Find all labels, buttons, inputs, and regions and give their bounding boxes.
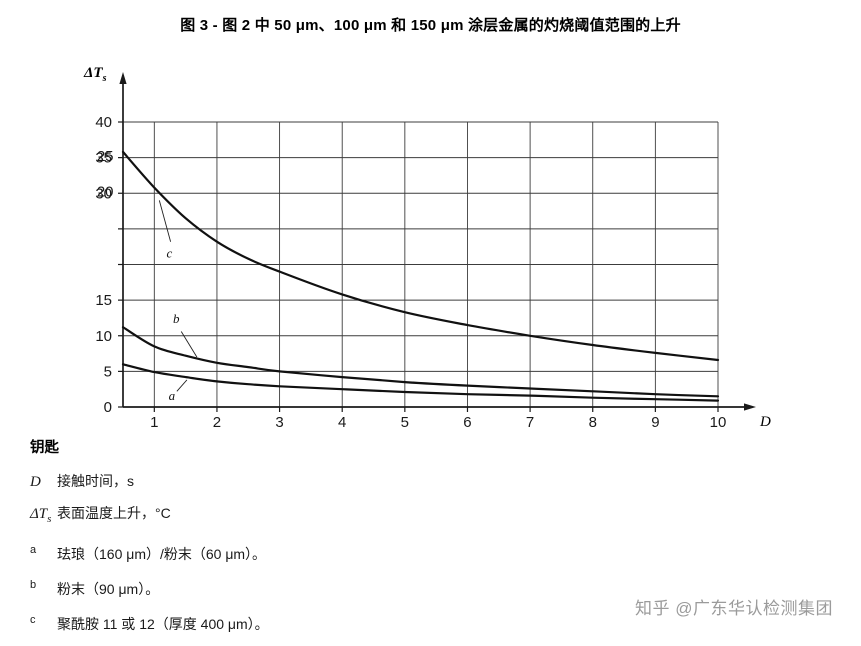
symbol-a: a (30, 544, 37, 556)
x-tick-label: 10 (710, 414, 727, 431)
curve-leader-b (180, 331, 198, 358)
y-tick-label: 35 (95, 150, 112, 167)
x-axis-arrow (744, 403, 756, 411)
key-section: 钥匙 D 接触时间，s ΔTs 表面温度上升，°C a 珐琅（160 μm）/粉末（6… (30, 436, 269, 646)
y-axis-arrow (119, 72, 127, 84)
y-tick-label: 30 (95, 185, 112, 202)
key-item-curve-b: b 粉末（90 μm）。 (30, 576, 269, 598)
y-tick-label-ghost: 25 (97, 148, 114, 165)
x-tick-label: 1 (150, 414, 158, 431)
curve-label-c: c (166, 245, 172, 260)
x-tick-label: 7 (526, 414, 534, 431)
key-item-surface-temp-rise: ΔTs 表面温度上升，°C (30, 504, 269, 528)
curve-label-b: b (173, 311, 180, 326)
curve-c (121, 150, 720, 362)
x-axis-label: D (759, 414, 771, 430)
x-tick-label: 5 (401, 414, 409, 431)
key-item-text: 接触时间，s (57, 473, 134, 489)
symbol-delta-ts: ΔTs (30, 505, 57, 528)
y-tick-label: 5 (104, 363, 112, 380)
key-item-contact-time: D 接触时间，s (30, 472, 269, 491)
symbol-b: b (30, 579, 37, 591)
y-tick-label: 10 (95, 328, 112, 345)
key-heading: 钥匙 (30, 440, 59, 456)
y-axis-label: ΔTs (83, 65, 107, 84)
grid-lines (123, 121, 719, 408)
symbol-sub-s: s (47, 513, 52, 525)
axes (118, 72, 756, 412)
key-item-text: 聚酰胺 11 或 12（厚度 400 μm）。 (57, 616, 269, 632)
curve-label-a: a (169, 388, 176, 403)
x-tick-label: 6 (463, 414, 471, 431)
y-tick-label: 0 (104, 399, 112, 416)
curve-a (121, 363, 720, 402)
key-item-text: 表面温度上升，°C (57, 505, 171, 521)
key-item-text: 珐琅（160 μm）/粉末（60 μm）。 (57, 546, 267, 562)
x-tick-label: 4 (338, 414, 346, 431)
symbol-c: c (30, 614, 36, 626)
x-tick-label: 8 (589, 414, 597, 431)
curve-leader-c (158, 200, 172, 242)
key-item-text: 粉末（90 μm）。 (57, 581, 160, 597)
watermark: 知乎 @广东华认检测集团 (635, 599, 833, 618)
x-tick-label: 3 (275, 414, 283, 431)
y-tick-label-ghost: 20 (97, 183, 114, 200)
x-tick-label: 2 (213, 414, 221, 431)
curve-leader-a (176, 379, 188, 392)
curve-b (121, 326, 720, 398)
y-tick-label: 15 (95, 292, 112, 309)
key-item-curve-a: a 珐琅（160 μm）/粉末（60 μm）。 (30, 541, 269, 563)
y-tick-label: 40 (95, 114, 112, 131)
symbol-D: D (30, 474, 41, 490)
key-item-curve-c: c 聚酰胺 11 或 12（厚度 400 μm）。 (30, 611, 269, 633)
symbol-delta-t: ΔT (30, 506, 48, 522)
x-tick-label: 9 (651, 414, 659, 431)
figure-title: 图 3 - 图 2 中 50 μm、100 μm 和 150 μm 涂层金属的灼… (180, 17, 681, 34)
